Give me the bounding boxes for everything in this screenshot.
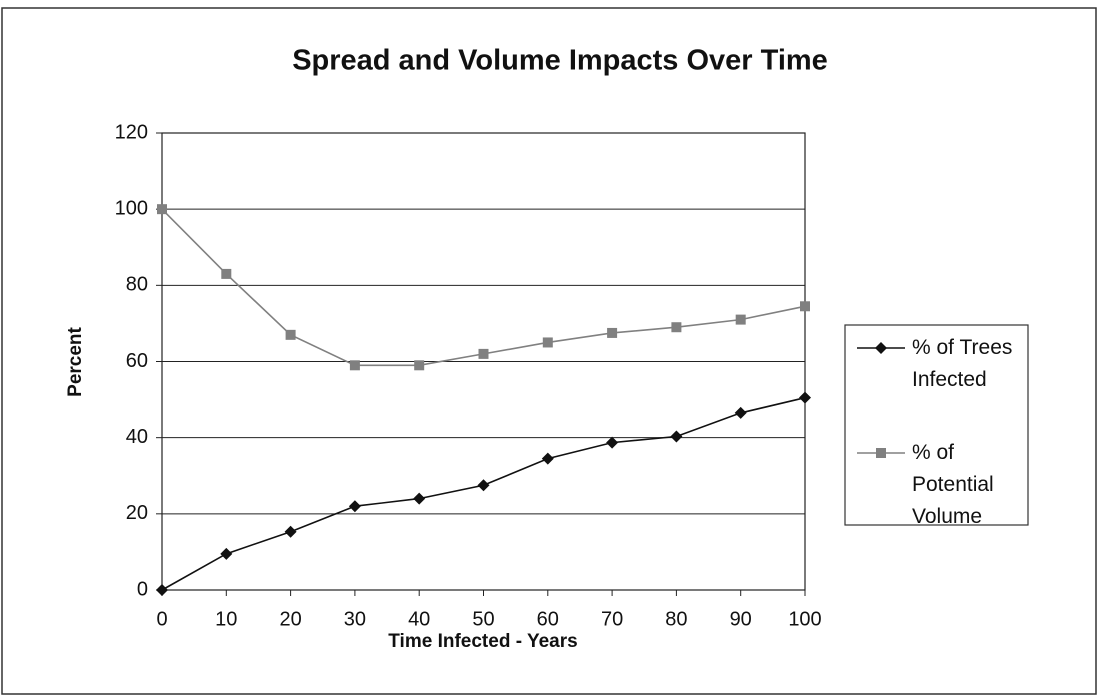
plot-area [161, 132, 806, 591]
marker [478, 348, 489, 359]
x-tick-label: 60 [537, 608, 559, 630]
x-tick-label: 80 [665, 608, 687, 630]
marker [285, 329, 296, 340]
marker [414, 360, 425, 371]
y-tick-label: 80 [126, 274, 148, 296]
legend-marker [876, 448, 886, 458]
x-tick-label: 100 [788, 608, 821, 630]
y-tick-label: 20 [126, 502, 148, 524]
legend-label: % of Trees Infected [912, 336, 1013, 391]
marker [220, 547, 233, 560]
x-tick-label: 70 [601, 608, 623, 630]
y-tick-label: 40 [126, 426, 148, 448]
y-tick-label: 120 [115, 121, 148, 143]
y-tick-label: 60 [126, 350, 148, 372]
marker [284, 525, 297, 538]
x-tick-label: 30 [344, 608, 366, 630]
marker [221, 268, 232, 279]
series-line [161, 396, 806, 591]
y-axis-label: Percent [65, 326, 86, 396]
chart-title: Spread and Volume Impacts Over Time [292, 45, 828, 77]
x-tick-label: 0 [156, 608, 167, 630]
x-tick-label: 20 [279, 608, 301, 630]
marker [541, 452, 554, 465]
y-tick-label: 0 [137, 578, 148, 600]
marker [157, 204, 167, 215]
marker [671, 322, 682, 333]
series-line [161, 208, 806, 367]
marker [800, 301, 810, 312]
x-tick-label: 40 [408, 608, 430, 630]
marker [349, 360, 360, 371]
frame [1, 7, 1097, 695]
marker [477, 479, 490, 492]
marker [799, 391, 811, 404]
legend-label: % of Potential Volume [912, 441, 994, 528]
marker [348, 500, 361, 513]
marker [413, 492, 426, 505]
x-tick-label: 90 [730, 608, 752, 630]
legend-marker [875, 342, 887, 354]
legend-box [844, 324, 1029, 526]
marker [156, 584, 168, 596]
x-tick-label: 50 [472, 608, 494, 630]
y-tick-label: 100 [115, 197, 148, 219]
x-axis-label: Time Infected - Years [388, 631, 577, 652]
marker [542, 337, 553, 348]
marker [670, 430, 683, 443]
x-tick-label: 10 [215, 608, 237, 630]
marker [735, 314, 746, 325]
marker [607, 327, 618, 338]
marker [606, 436, 619, 449]
marker [734, 406, 747, 419]
